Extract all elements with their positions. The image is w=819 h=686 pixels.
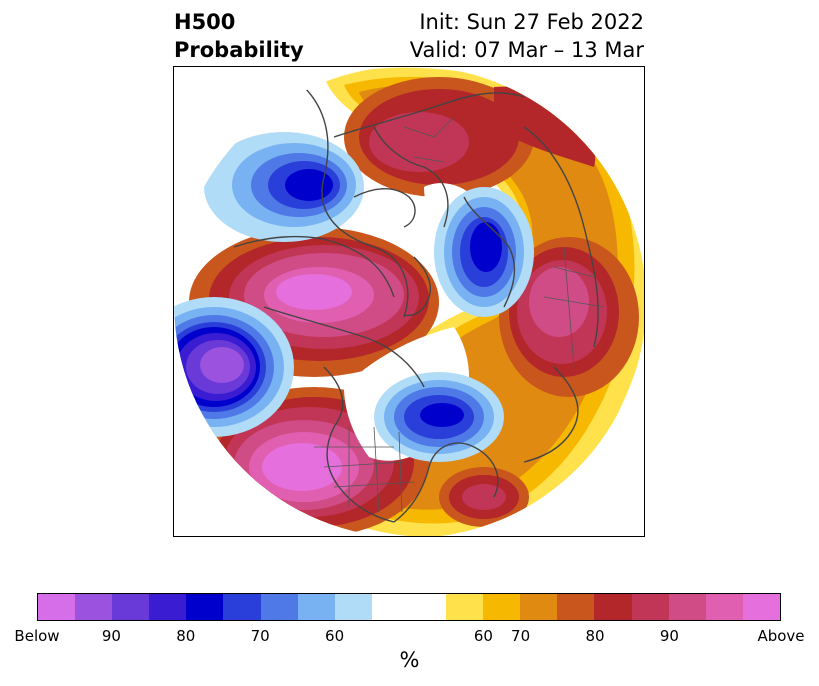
borders-usa-states	[314, 426, 415, 513]
colorbar-unit-label: %	[399, 648, 420, 672]
colorbar-cell	[742, 594, 780, 620]
arctic-low-band-80	[470, 222, 502, 272]
colorbar-cell	[371, 594, 409, 620]
colorbar-tick-label: Below	[14, 627, 60, 645]
coastline-east-asia	[233, 235, 395, 298]
colorbar-cell	[557, 594, 595, 620]
colorbar-cell	[705, 594, 743, 620]
colorbar-cell	[75, 594, 113, 620]
title-line-metric: Probability	[174, 38, 304, 62]
colorbar	[37, 593, 781, 621]
probability-field	[174, 67, 644, 536]
title-line-variable: H500	[174, 10, 236, 34]
colorbar-cell	[38, 594, 76, 620]
pacific-band-above	[262, 443, 342, 491]
coastline-greenland	[463, 196, 516, 308]
arctic-red-lobe	[494, 86, 596, 167]
colorbar-cell	[594, 594, 632, 620]
polar-map	[173, 66, 645, 537]
colorbar-cell	[149, 594, 187, 620]
date-info: Init: Sun 27 Feb 2022 Valid: 07 Mar – 13…	[410, 8, 644, 64]
nw-low-band-80	[285, 169, 333, 201]
colorbar-tick-label: 80	[585, 627, 605, 645]
coastline-north-america-west	[323, 366, 395, 523]
atlantic-band-85	[462, 484, 506, 510]
map-canvas	[174, 67, 644, 536]
canada-low-band-80	[420, 403, 464, 427]
colorbar-tick-label: 70	[511, 627, 531, 645]
asia-band-above	[276, 274, 352, 310]
colorbar-cell	[668, 594, 706, 620]
colorbar-cell	[223, 594, 261, 620]
colorbar-cell	[186, 594, 224, 620]
russia-band-90	[529, 267, 589, 337]
colorbar-cell	[112, 594, 150, 620]
colorbar-tick-label: 70	[250, 627, 270, 645]
coastline-islands	[403, 256, 431, 317]
coastline-russia-far-east	[263, 306, 425, 388]
colorbar-tick-labels: Below 90 80 70 60 60 70 80 90 Above	[14, 627, 804, 647]
colorbar-cell	[520, 594, 558, 620]
borders-russia	[543, 246, 605, 368]
coastline-arctic-europe	[333, 92, 525, 138]
colorbar-cell	[446, 594, 484, 620]
colorbar-cell	[297, 594, 335, 620]
colorbar-tick-label: Above	[757, 627, 805, 645]
coastline-europe-south	[523, 366, 579, 463]
coastline-siberia	[303, 86, 409, 318]
west-low-band-95	[200, 347, 244, 383]
colorbar-tick-label: 60	[473, 627, 493, 645]
coastline-scandinavia	[373, 126, 449, 228]
colorbar-tick-label: 90	[659, 627, 679, 645]
colorbar-cell	[631, 594, 669, 620]
borders-europe	[403, 116, 455, 163]
valid-range: Valid: 07 Mar – 13 Mar	[409, 38, 644, 62]
chart-title: H500 Probability	[174, 8, 304, 64]
colorbar-tick-label: 80	[176, 627, 196, 645]
colorbar-cell	[483, 594, 521, 620]
colorbar-cell	[334, 594, 372, 620]
coastlines	[233, 86, 599, 523]
coastline-north-america-east	[393, 442, 499, 523]
colorbar-cell	[408, 594, 447, 620]
coastline-asia-east	[523, 126, 599, 348]
coastline-lake	[353, 188, 416, 228]
init-date: Init: Sun 27 Feb 2022	[419, 10, 644, 34]
colorbar-cell	[260, 594, 298, 620]
colorbar-tick-label: 60	[325, 627, 345, 645]
colorbar-tick-label: 90	[101, 627, 121, 645]
